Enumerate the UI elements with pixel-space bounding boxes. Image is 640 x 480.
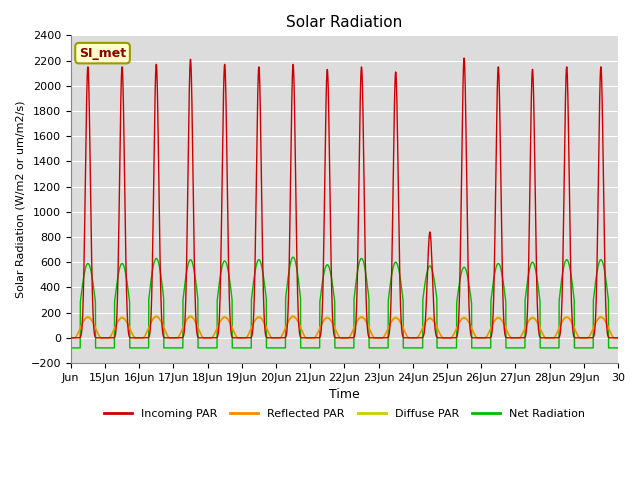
Text: SI_met: SI_met bbox=[79, 47, 126, 60]
X-axis label: Time: Time bbox=[329, 388, 360, 401]
Y-axis label: Solar Radiation (W/m2 or um/m2/s): Solar Radiation (W/m2 or um/m2/s) bbox=[15, 100, 25, 298]
Title: Solar Radiation: Solar Radiation bbox=[286, 15, 403, 30]
Legend: Incoming PAR, Reflected PAR, Diffuse PAR, Net Radiation: Incoming PAR, Reflected PAR, Diffuse PAR… bbox=[100, 404, 589, 423]
